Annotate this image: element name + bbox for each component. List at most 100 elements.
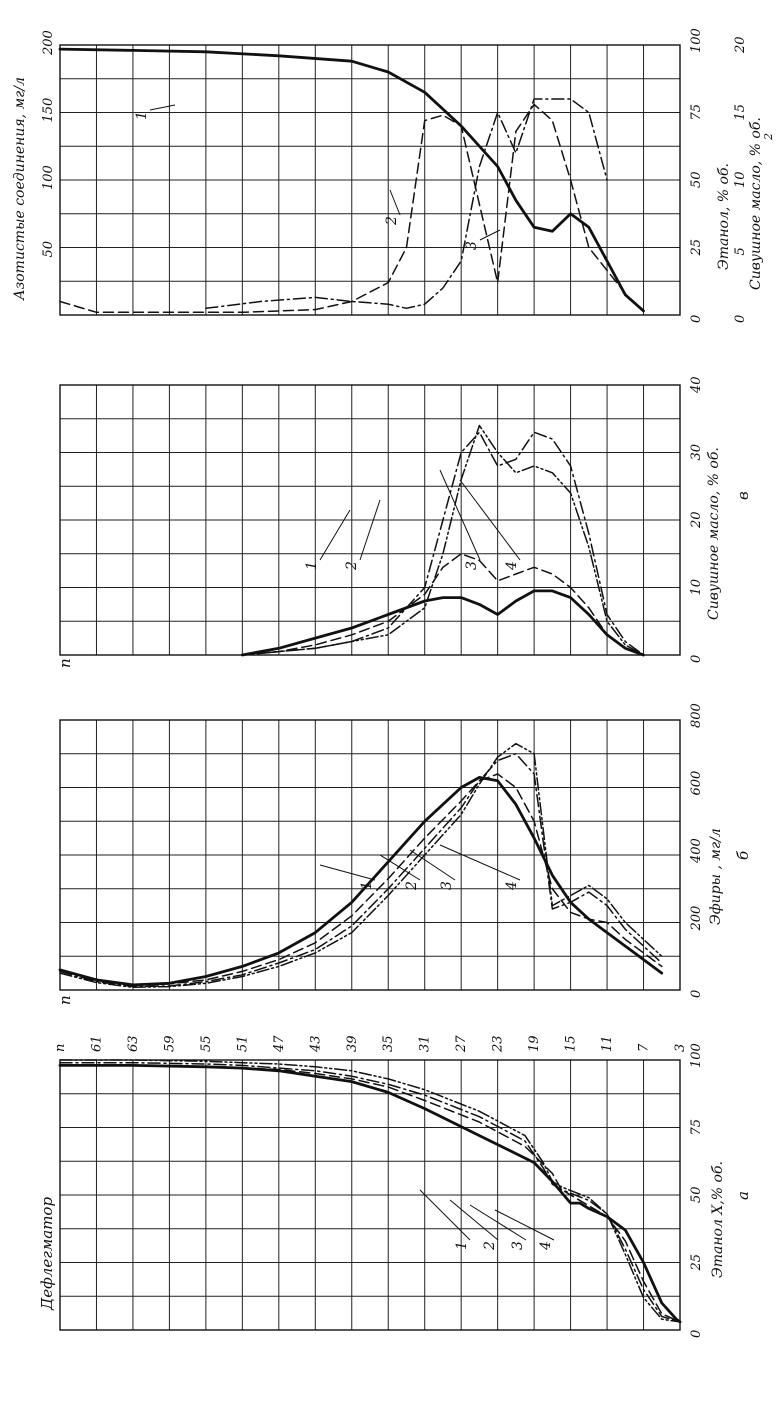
left-tick-label: 50	[41, 241, 56, 258]
panel-v-corner-label: п	[56, 658, 74, 668]
curve-label: 2	[404, 881, 420, 891]
x-tick-label: 75	[689, 1119, 704, 1136]
series-line-3	[205, 98, 608, 310]
plate-label: 39	[345, 1035, 360, 1052]
x-tick-label: 30	[689, 444, 704, 461]
curve-leader-line	[494, 1209, 555, 1241]
plate-label: 35	[381, 1035, 396, 1052]
panel-g-curves	[58, 47, 645, 314]
panel-v-frame	[59, 384, 681, 656]
panel-g: 50 100 150 200 0 25 50 75 100 0 5 10 15 20 1 2 3 Азотис…	[12, 28, 775, 323]
curve-label: 2	[344, 561, 360, 571]
panel-g-frame	[59, 44, 681, 316]
panel-g-left-axis-label: Азотистые соединения, мг/л	[12, 77, 28, 301]
panel-g-ethanol-label: Этанол, % об.	[716, 163, 732, 270]
panel-g-grid	[60, 45, 680, 315]
plate-label: п	[53, 1044, 68, 1052]
x-tick-label: 200	[689, 906, 704, 932]
curve-leader-line	[449, 1199, 499, 1241]
series-line-3	[59, 753, 663, 988]
plate-label: 23	[491, 1035, 506, 1053]
panel-a-curve-labels: 1 2 3 4	[419, 1189, 555, 1251]
ethanol-tick-label: 75	[689, 104, 704, 121]
plate-label: 59	[162, 1035, 177, 1052]
ethanol-tick-label: 25	[689, 239, 704, 257]
plate-label: 7	[637, 1043, 652, 1052]
curve-leader-line	[479, 229, 501, 241]
panel-v: 0 10 20 30 40 1 2 3 4 п Сивушное масло, % об. в	[56, 376, 752, 668]
panel-v-curves	[240, 424, 645, 657]
x-tick-label: 600	[689, 771, 704, 796]
panel-a-grid	[60, 1060, 680, 1330]
series-line-1	[58, 776, 664, 987]
panel-v-x-ticks: 0 10 20 30 40	[689, 376, 704, 663]
panel-a-x-ticks: 0 25 50 75 100	[689, 1043, 704, 1338]
panel-b: 0 200 400 600 800 1 2 3 4 п Эфиры , мг/л б	[56, 703, 752, 1005]
series-line-1	[58, 47, 645, 313]
curve-leader-line	[319, 509, 351, 561]
plate-label: 61	[89, 1035, 104, 1052]
curve-label: 2	[482, 1241, 498, 1251]
left-tick-label: 150	[41, 98, 56, 123]
panel-b-xlabel: Эфиры , мг/л	[708, 828, 724, 925]
fusel-tick-label: 15	[733, 104, 748, 121]
x-tick-label: 800	[689, 703, 704, 728]
plate-label: 15	[564, 1035, 579, 1052]
panel-b-curve-labels: 1 2 3 4	[319, 844, 521, 891]
series-line-2	[59, 773, 663, 986]
panel-b-grid	[60, 720, 680, 990]
plate-label: 3	[673, 1044, 688, 1052]
panel-b-curves	[58, 742, 664, 989]
panel-v-curve-labels: 1 2 3 4	[304, 469, 521, 571]
series-line-2	[241, 553, 645, 656]
curve-leader-line	[439, 469, 481, 561]
curve-label: 3	[464, 561, 480, 570]
x-tick-label: 0	[689, 990, 704, 998]
curve-leader-line	[409, 849, 456, 881]
x-tick-label: 100	[689, 1043, 704, 1068]
panel-v-xlabel: Сивушное масло, % об.	[706, 447, 722, 620]
curve-label: 4	[504, 881, 520, 891]
curve-label: 3	[439, 881, 455, 890]
panel-a-frame	[59, 1059, 681, 1331]
series-line-2	[59, 1064, 681, 1323]
fusel-tick-label: 20	[733, 36, 748, 54]
series-line-4	[59, 742, 663, 989]
series-line-1	[240, 589, 645, 657]
plate-label: 63	[126, 1035, 141, 1052]
panel-a-letter: а	[734, 1191, 752, 1200]
curve-leader-line	[359, 499, 381, 561]
plate-label: 51	[235, 1035, 250, 1052]
panel-a-header-label: Дефлегматор	[38, 1197, 56, 1311]
curve-leader-line	[319, 864, 376, 881]
curve-label: 3	[510, 1241, 526, 1250]
curve-leader-line	[389, 189, 401, 216]
curve-label: 1	[134, 111, 150, 120]
plate-label: 19	[527, 1035, 542, 1052]
curve-label: 3	[464, 241, 480, 250]
curve-leader-line	[469, 1204, 527, 1241]
curve-label: 1	[304, 561, 320, 570]
left-tick-label: 100	[41, 165, 56, 190]
panel-g-fusel-label: Сивушное масло, % об.	[748, 117, 764, 290]
x-tick-label: 20	[689, 511, 704, 529]
x-tick-label: 0	[689, 655, 704, 663]
plate-label: 55	[199, 1035, 214, 1052]
panel-a-curves	[58, 1059, 682, 1324]
ethanol-tick-label: 100	[689, 28, 704, 53]
ethanol-tick-label: 50	[689, 171, 704, 188]
curve-label: 1	[359, 881, 375, 890]
panel-b-x-ticks: 0 200 400 600 800	[689, 703, 704, 998]
fusel-tick-label: 0	[733, 315, 748, 323]
panel-g-fusel-index: 2	[762, 133, 775, 141]
panel-b-frame	[59, 719, 681, 991]
plate-label: 47	[272, 1035, 287, 1053]
panel-g-x-ticks: 50 100 150 200 0 25 50 75 100 0 5 10 15 20	[41, 28, 748, 323]
plate-label: 31	[418, 1035, 433, 1052]
curve-leader-line	[419, 1189, 471, 1241]
curve-label: 4	[538, 1241, 554, 1251]
curve-label: 1	[454, 1241, 470, 1250]
panel-b-letter: б	[734, 850, 752, 860]
series-line-2	[59, 103, 627, 314]
x-tick-label: 0	[689, 1330, 704, 1338]
